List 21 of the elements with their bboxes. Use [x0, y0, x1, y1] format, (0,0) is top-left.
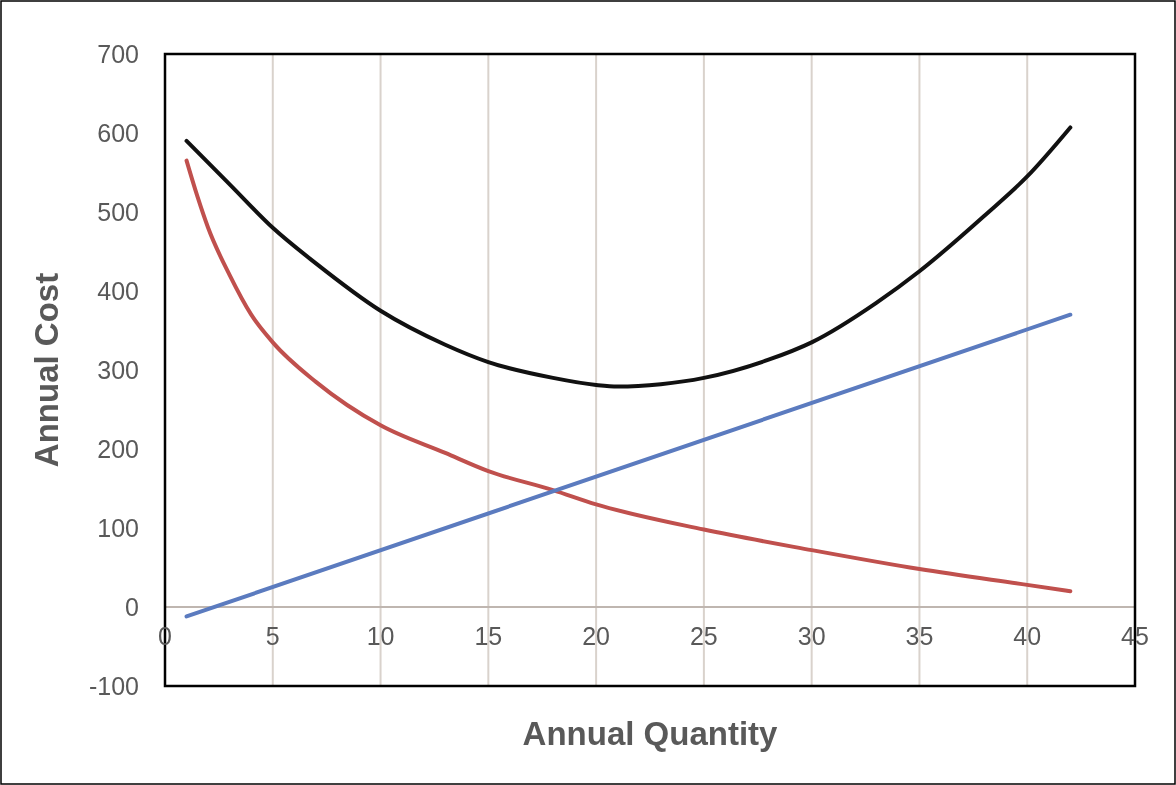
x-tick-label: 25 [689, 622, 718, 650]
y-tick-label: 200 [97, 435, 139, 463]
y-tick-label: 400 [97, 277, 139, 305]
x-tick-label: 30 [797, 622, 826, 650]
line-series [184, 158, 1073, 594]
x-tick-label: 40 [1013, 622, 1042, 650]
x-tick-label: 35 [905, 622, 934, 650]
y-tick-label: 300 [97, 356, 139, 384]
line-series [184, 125, 1073, 389]
x-tick-label: 10 [366, 622, 395, 650]
y-tick-label: 700 [97, 40, 139, 68]
x-tick-label: 15 [474, 622, 503, 650]
y-tick-label: 0 [125, 593, 139, 621]
y-axis-title: Annual Cost [28, 272, 65, 468]
x-tick-label: 5 [265, 622, 280, 650]
x-axis-title: Annual Quantity [522, 715, 779, 752]
y-tick-label: 600 [97, 119, 139, 147]
y-tick-label: 500 [97, 198, 139, 226]
y-tick-label: -100 [88, 672, 139, 700]
x-tick-label: 20 [582, 622, 611, 650]
y-tick-label: 100 [97, 514, 139, 542]
